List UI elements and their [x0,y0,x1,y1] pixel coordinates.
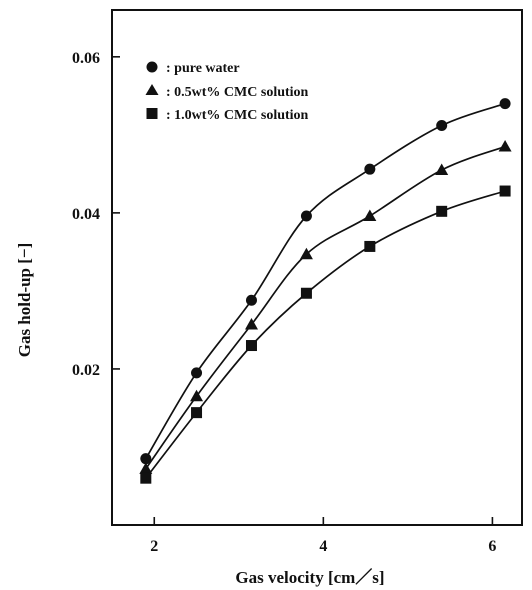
series-curves [145,102,506,479]
data-point-circle [436,119,448,131]
x-tick-label: 4 [319,538,327,555]
data-point-circle [140,453,152,465]
plot-axes [111,9,523,526]
x-axis-title: Gas velocity [cm／s] [235,567,384,587]
data-point-triangle [435,163,449,175]
legend-marker-cmc-05 [145,84,159,95]
data-point-triangle [363,209,377,221]
data-point-square [140,472,152,484]
data-point-square [300,287,312,299]
y-tick-label: 0.04 [72,206,100,223]
legend-label-pure-water: : pure water [166,61,240,76]
x-tick-label: 2 [150,538,158,555]
data-point-triangle [244,317,258,330]
data-point-triangle [299,247,313,260]
data-point-square [191,407,203,419]
legend-label-cmc-10: : 1.0wt% CMC solution [166,108,309,123]
y-axis-title: Gas hold-up [−] [15,243,34,358]
y-tick-label: 0.02 [72,362,100,379]
data-point-square [245,340,257,352]
data-point-triangle [498,140,512,152]
data-point-triangle [139,462,153,474]
data-point-circle [499,98,511,110]
data-point-circle [245,294,257,306]
x-tick-label: 6 [488,538,496,555]
series-markers [139,98,512,484]
data-point-square [364,240,376,252]
legend-marker-cmc-10 [146,108,158,119]
data-point-circle [364,163,376,175]
series-line-2 [145,190,506,479]
plot-frame [111,9,523,526]
data-point-square [436,205,448,217]
axis-ticks: 2 4 6 0.02 0.04 0.06 [72,50,496,555]
series-line-0 [145,102,506,460]
data-point-circle [300,210,312,222]
legend-label-cmc-05: : 0.5wt% CMC solution [166,85,309,100]
data-point-circle [191,367,203,379]
data-point-triangle [190,389,204,402]
y-tick-label: 0.06 [72,50,100,67]
data-point-square [499,185,511,197]
legend-marker-pure-water [146,61,158,73]
legend: : pure water : 0.5wt% CMC solution : 1.0… [145,61,309,123]
series-line-1 [145,145,506,470]
